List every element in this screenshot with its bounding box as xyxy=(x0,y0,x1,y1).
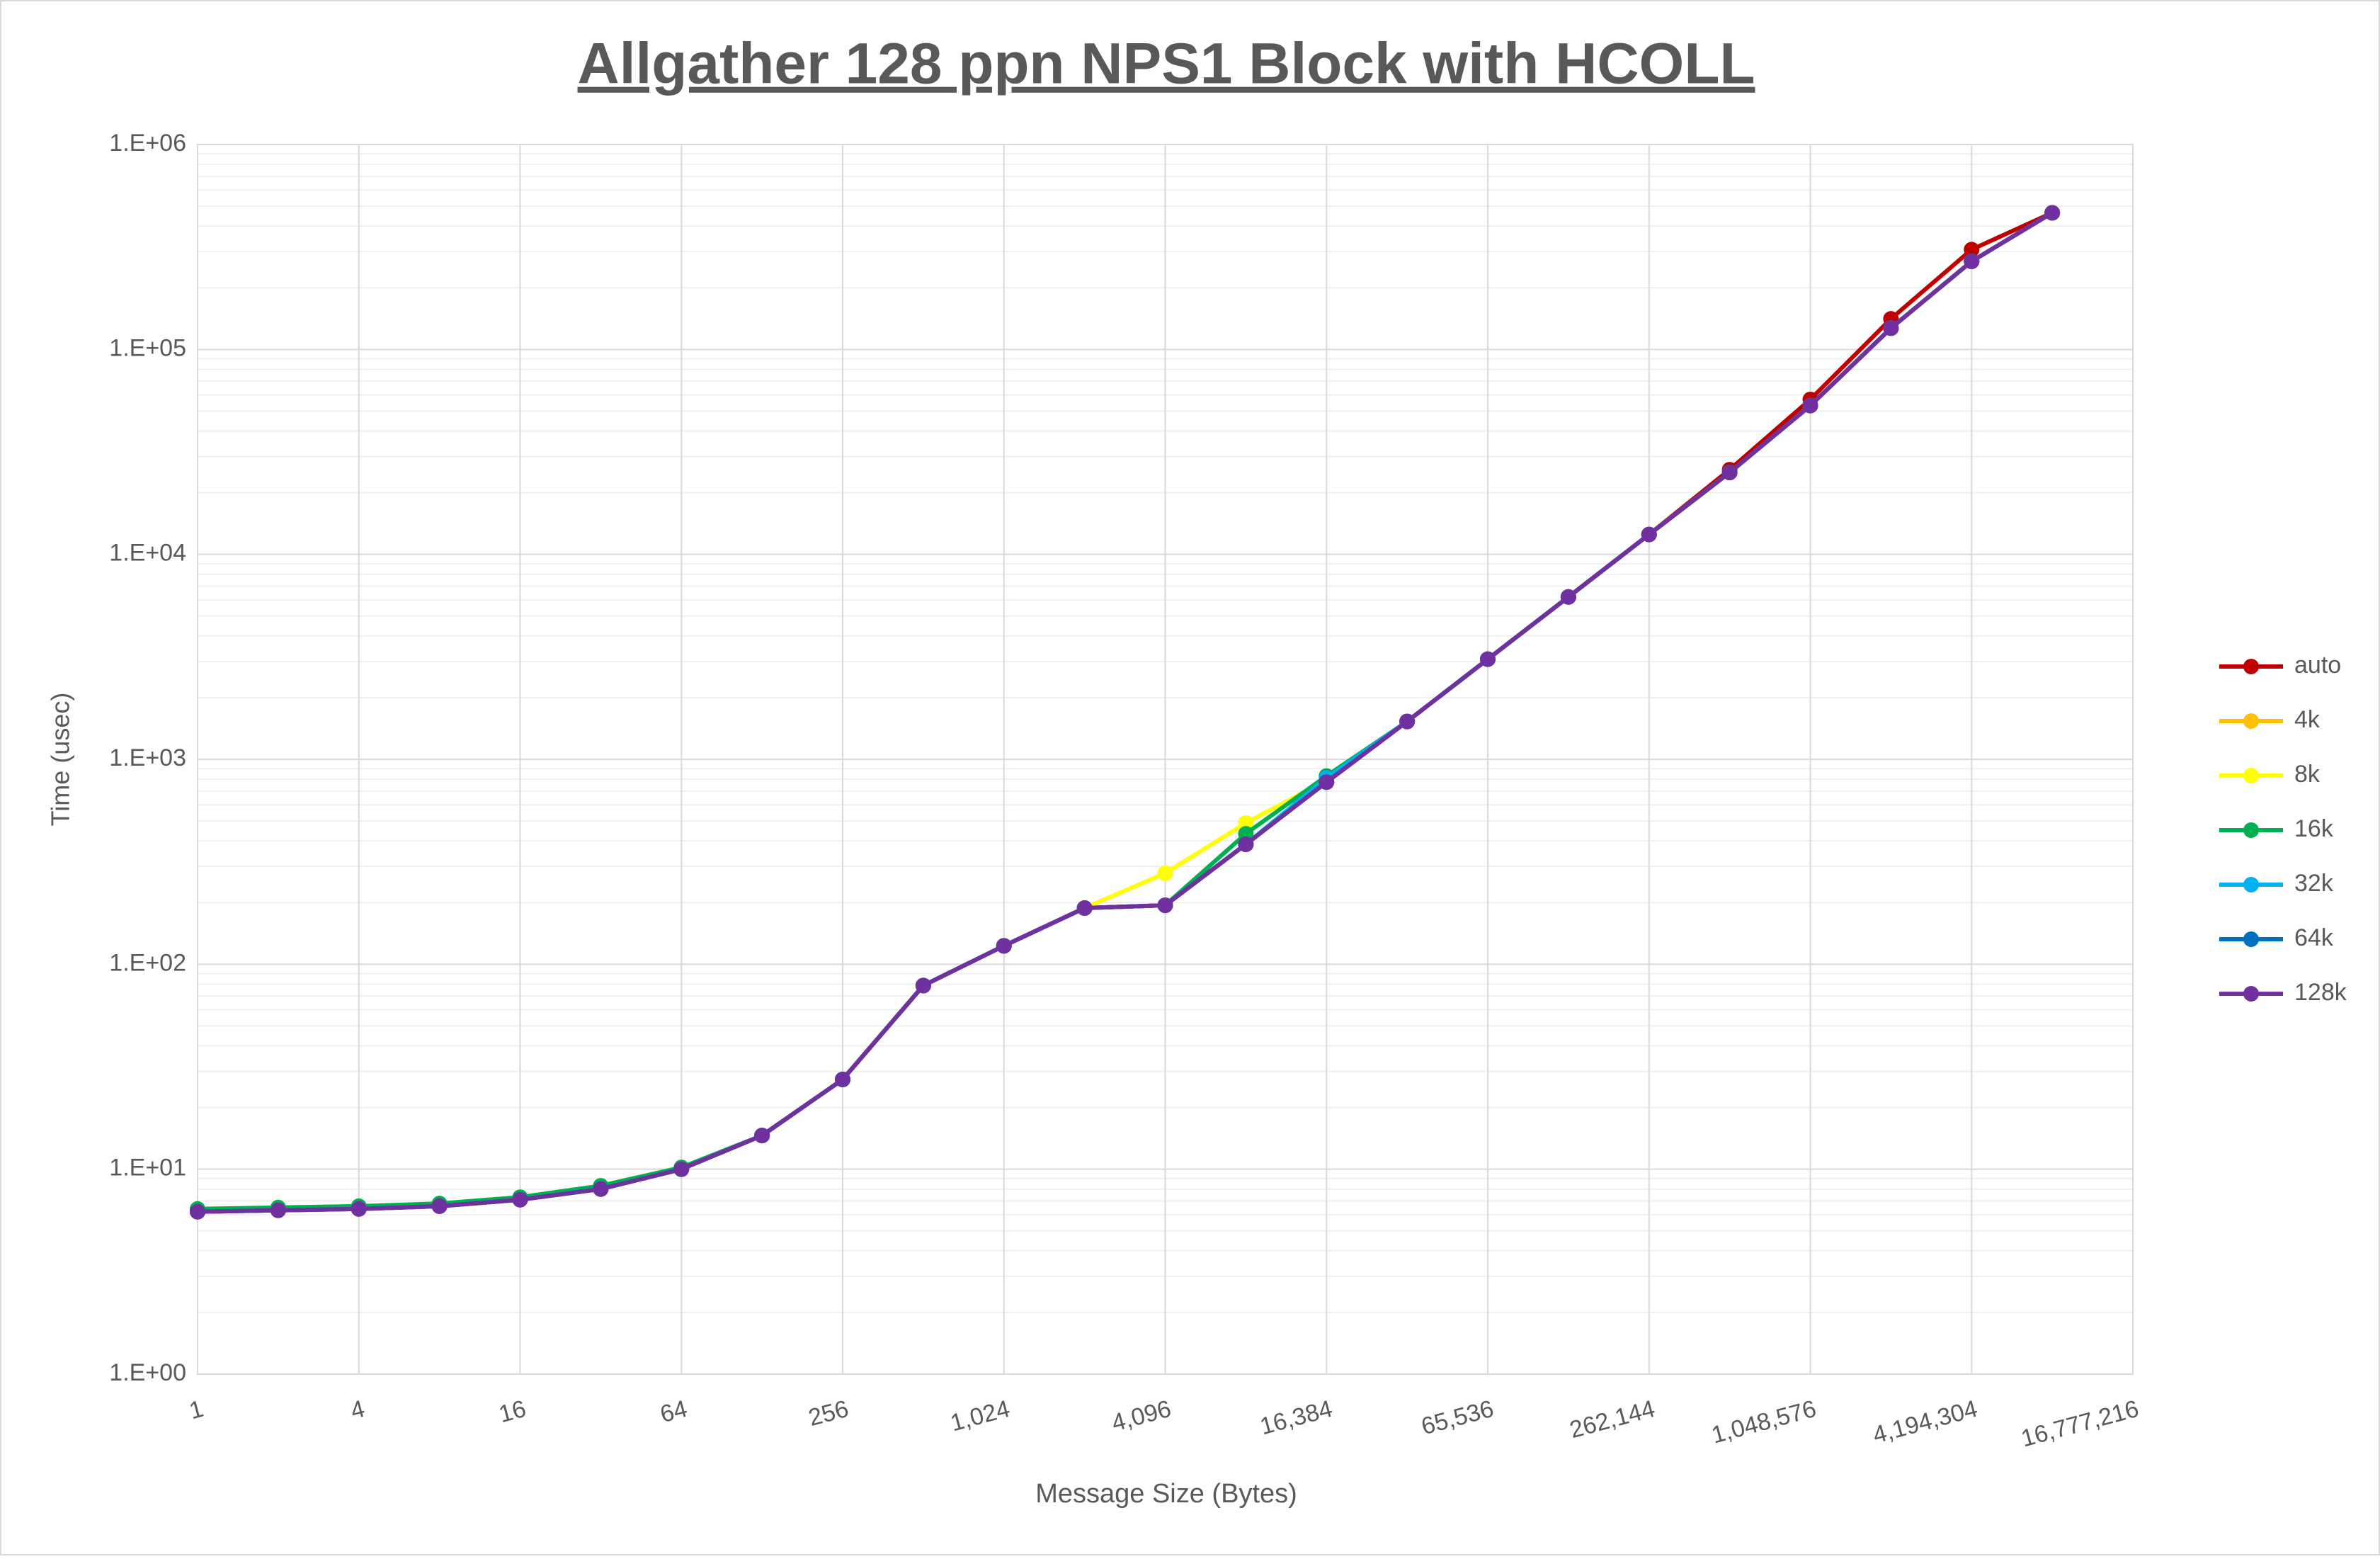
y-axis-title: Time (usec) xyxy=(46,693,75,827)
data-point xyxy=(512,1191,528,1208)
y-tick-label: 1.E+02 xyxy=(109,949,186,976)
plot-area xyxy=(190,205,2061,1220)
data-point xyxy=(1964,253,1980,269)
legend: auto 4k 8k 16k 32k 64k 128k xyxy=(2219,652,2347,1006)
data-point xyxy=(1319,774,1335,790)
data-point xyxy=(593,1181,609,1197)
data-point xyxy=(1238,836,1254,852)
data-point xyxy=(915,977,931,994)
data-point xyxy=(1238,815,1254,831)
data-point xyxy=(1157,865,1173,881)
y-tick-label: 1.E+05 xyxy=(109,334,186,361)
legend-marker xyxy=(2243,822,2259,838)
x-axis-title: Message Size (Bytes) xyxy=(1035,1479,1297,1509)
legend-marker xyxy=(2243,713,2259,729)
legend-label: 128k xyxy=(2294,979,2347,1006)
legend-label: 16k xyxy=(2294,815,2334,842)
chart-title: Allgather 128 ppn NPS1 Block with HCOLL xyxy=(577,32,1755,96)
legend-label: 8k xyxy=(2294,761,2321,788)
legend-marker xyxy=(2243,931,2259,947)
data-point xyxy=(1883,320,1899,336)
legend-label: 32k xyxy=(2294,870,2334,897)
data-point xyxy=(673,1161,690,1177)
y-tick-label: 1.E+06 xyxy=(109,130,186,157)
y-tick-label: 1.E+04 xyxy=(109,540,186,567)
data-point xyxy=(190,1203,205,1220)
legend-marker xyxy=(2243,659,2259,674)
legend-marker xyxy=(2243,986,2259,1002)
data-point xyxy=(351,1201,367,1217)
data-point xyxy=(1560,589,1576,605)
data-point xyxy=(1480,651,1496,667)
legend-label: 4k xyxy=(2294,706,2321,733)
data-point xyxy=(754,1128,770,1144)
data-point xyxy=(2044,205,2061,221)
legend-label: auto xyxy=(2294,652,2341,679)
y-tick-label: 1.E+01 xyxy=(109,1155,186,1181)
data-point xyxy=(1964,242,1980,258)
grid xyxy=(197,144,2134,1375)
data-point xyxy=(431,1198,448,1214)
data-point xyxy=(1399,713,1416,730)
data-point xyxy=(1641,526,1657,543)
y-tick-label: 1.E+03 xyxy=(109,744,186,771)
data-point xyxy=(270,1202,286,1218)
data-point xyxy=(996,938,1012,954)
y-tick-label: 1.E+00 xyxy=(109,1359,186,1386)
data-point xyxy=(835,1072,850,1088)
data-point xyxy=(1721,465,1738,481)
data-point xyxy=(1157,897,1173,914)
legend-label: 64k xyxy=(2294,924,2334,951)
legend-marker xyxy=(2243,768,2259,783)
series-line xyxy=(197,210,2054,1214)
plot-border xyxy=(197,144,2134,1375)
data-point xyxy=(1076,900,1093,917)
data-point xyxy=(1802,397,1818,414)
legend-marker xyxy=(2243,877,2259,892)
